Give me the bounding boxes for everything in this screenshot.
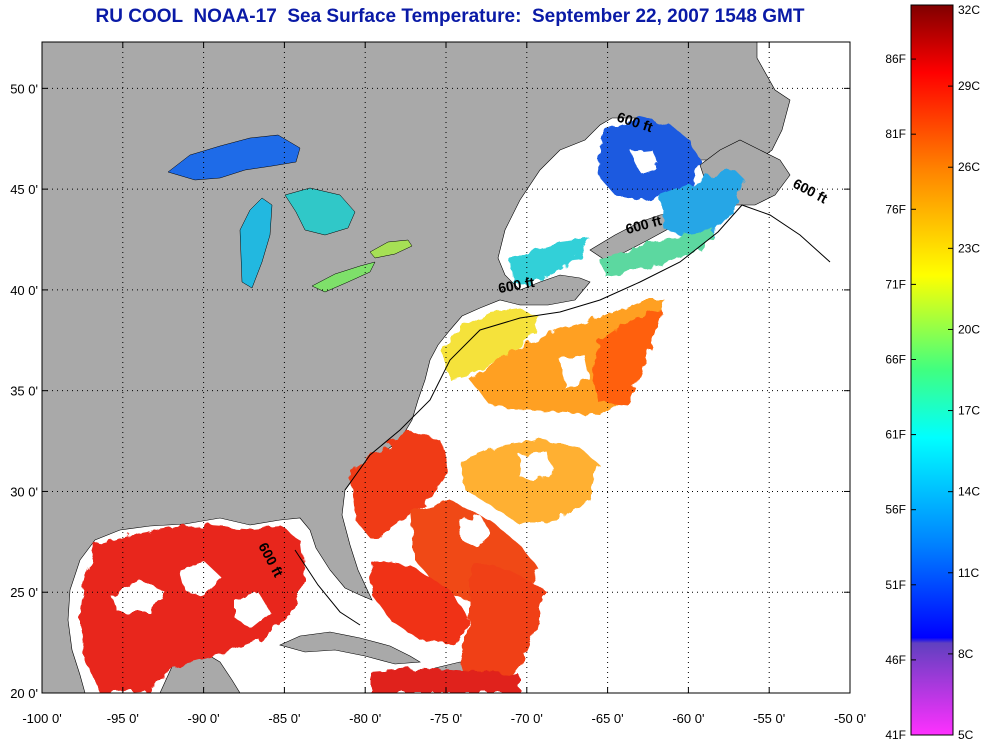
sst-scotian-shelf xyxy=(600,230,715,276)
cloud-holes xyxy=(110,148,660,628)
x-tick-label: -95 0' xyxy=(107,711,139,726)
colorbar-fahrenheit-label: 86F xyxy=(885,52,906,66)
colorbar-celsius-label: 5C xyxy=(958,728,974,742)
colorbar-fahrenheit-label: 56F xyxy=(885,503,906,517)
latitude-axis: 20 0' 25 0' 30 0' 35 0' 40 0' 45 0' 50 0' xyxy=(10,81,850,701)
sst-patches xyxy=(80,118,745,693)
y-tick-label: 25 0' xyxy=(10,585,38,600)
lake-michigan xyxy=(239,197,273,289)
x-tick-label: -100 0' xyxy=(22,711,61,726)
sst-caribbean xyxy=(370,668,520,693)
colorbar-celsius-label: 14C xyxy=(958,485,980,499)
colorbar-celsius-label: 32C xyxy=(958,3,980,17)
colorbar-fahrenheit-label: 71F xyxy=(885,277,906,291)
colorbar-fahrenheit-label: 66F xyxy=(885,352,906,366)
land-cuba xyxy=(279,631,421,665)
x-tick-label: -80 0' xyxy=(349,711,381,726)
colorbar-fahrenheit-label: 81F xyxy=(885,127,906,141)
sst-sargasso-north xyxy=(460,440,600,525)
colorbar-fahrenheit-label: 76F xyxy=(885,202,906,216)
colorbar-celsius-label: 29C xyxy=(958,79,980,93)
y-tick-label: 45 0' xyxy=(10,182,38,197)
sst-bahamas xyxy=(370,560,470,645)
colorbar-fahrenheit-labels: 86F 81F 76F 71F 66F 61F 56F 51F 46F 41F xyxy=(885,52,916,742)
map-title: RU COOL NOAA-17 Sea Surface Temperature:… xyxy=(95,6,805,27)
longitude-axis: -100 0' -95 0' -90 0' -85 0' -80 0' -75 0' -70… xyxy=(22,42,866,726)
colorbar-celsius-labels: 32C 29C 26C 23C 20C 17C 14C 11C 8C 5C xyxy=(948,3,980,742)
y-tick-label: 35 0' xyxy=(10,384,38,399)
y-tick-label: 20 0' xyxy=(10,686,38,701)
x-tick-label: -60 0' xyxy=(672,711,704,726)
x-tick-label: -90 0' xyxy=(188,711,220,726)
colorbar-celsius-label: 26C xyxy=(958,160,980,174)
colorbar-fahrenheit-label: 41F xyxy=(885,728,906,742)
sst-gulf-stream xyxy=(592,310,662,405)
contour-600ft-line xyxy=(294,204,831,626)
temperature-colorbar: 32C 29C 26C 23C 20C 17C 14C 11C 8C 5C 86F 81F 76F 71… xyxy=(885,3,980,742)
colorbar-fahrenheit-label: 51F xyxy=(885,578,906,592)
x-tick-label: -50 0' xyxy=(834,711,866,726)
lat-lon-grid xyxy=(42,42,850,693)
x-tick-label: -75 0' xyxy=(430,711,462,726)
colorbar-celsius-label: 23C xyxy=(958,241,980,255)
sst-east-of-bahamas xyxy=(460,560,545,693)
sst-gulf-of-maine xyxy=(510,238,590,285)
contour-label: 600 ft xyxy=(497,274,536,296)
colorbar-celsius-label: 8C xyxy=(958,647,974,661)
y-tick-label: 50 0' xyxy=(10,81,38,96)
x-tick-label: -70 0' xyxy=(511,711,543,726)
colorbar-gradient xyxy=(910,4,954,736)
colorbar-fahrenheit-label: 61F xyxy=(885,428,906,442)
lake-ontario xyxy=(369,239,413,259)
x-tick-label: -65 0' xyxy=(592,711,624,726)
colorbar-celsius-label: 20C xyxy=(958,322,980,336)
sst-gulf-of-mexico xyxy=(80,525,305,693)
lake-erie xyxy=(311,261,376,293)
colorbar-celsius-label: 17C xyxy=(958,404,980,418)
y-tick-label: 40 0' xyxy=(10,283,38,298)
sst-cabot-shelf xyxy=(660,170,745,238)
great-lakes xyxy=(167,134,413,293)
colorbar-celsius-label: 11C xyxy=(958,566,979,580)
sst-south-atlantic-bight xyxy=(350,430,450,540)
colorbar-fahrenheit-label: 46F xyxy=(885,653,906,667)
lake-huron xyxy=(284,187,356,236)
sst-mid-atlantic-bight xyxy=(440,308,540,380)
lake-superior xyxy=(167,134,301,181)
x-tick-label: -85 0' xyxy=(268,711,300,726)
y-tick-label: 30 0' xyxy=(10,484,38,499)
x-tick-label: -55 0' xyxy=(753,711,785,726)
